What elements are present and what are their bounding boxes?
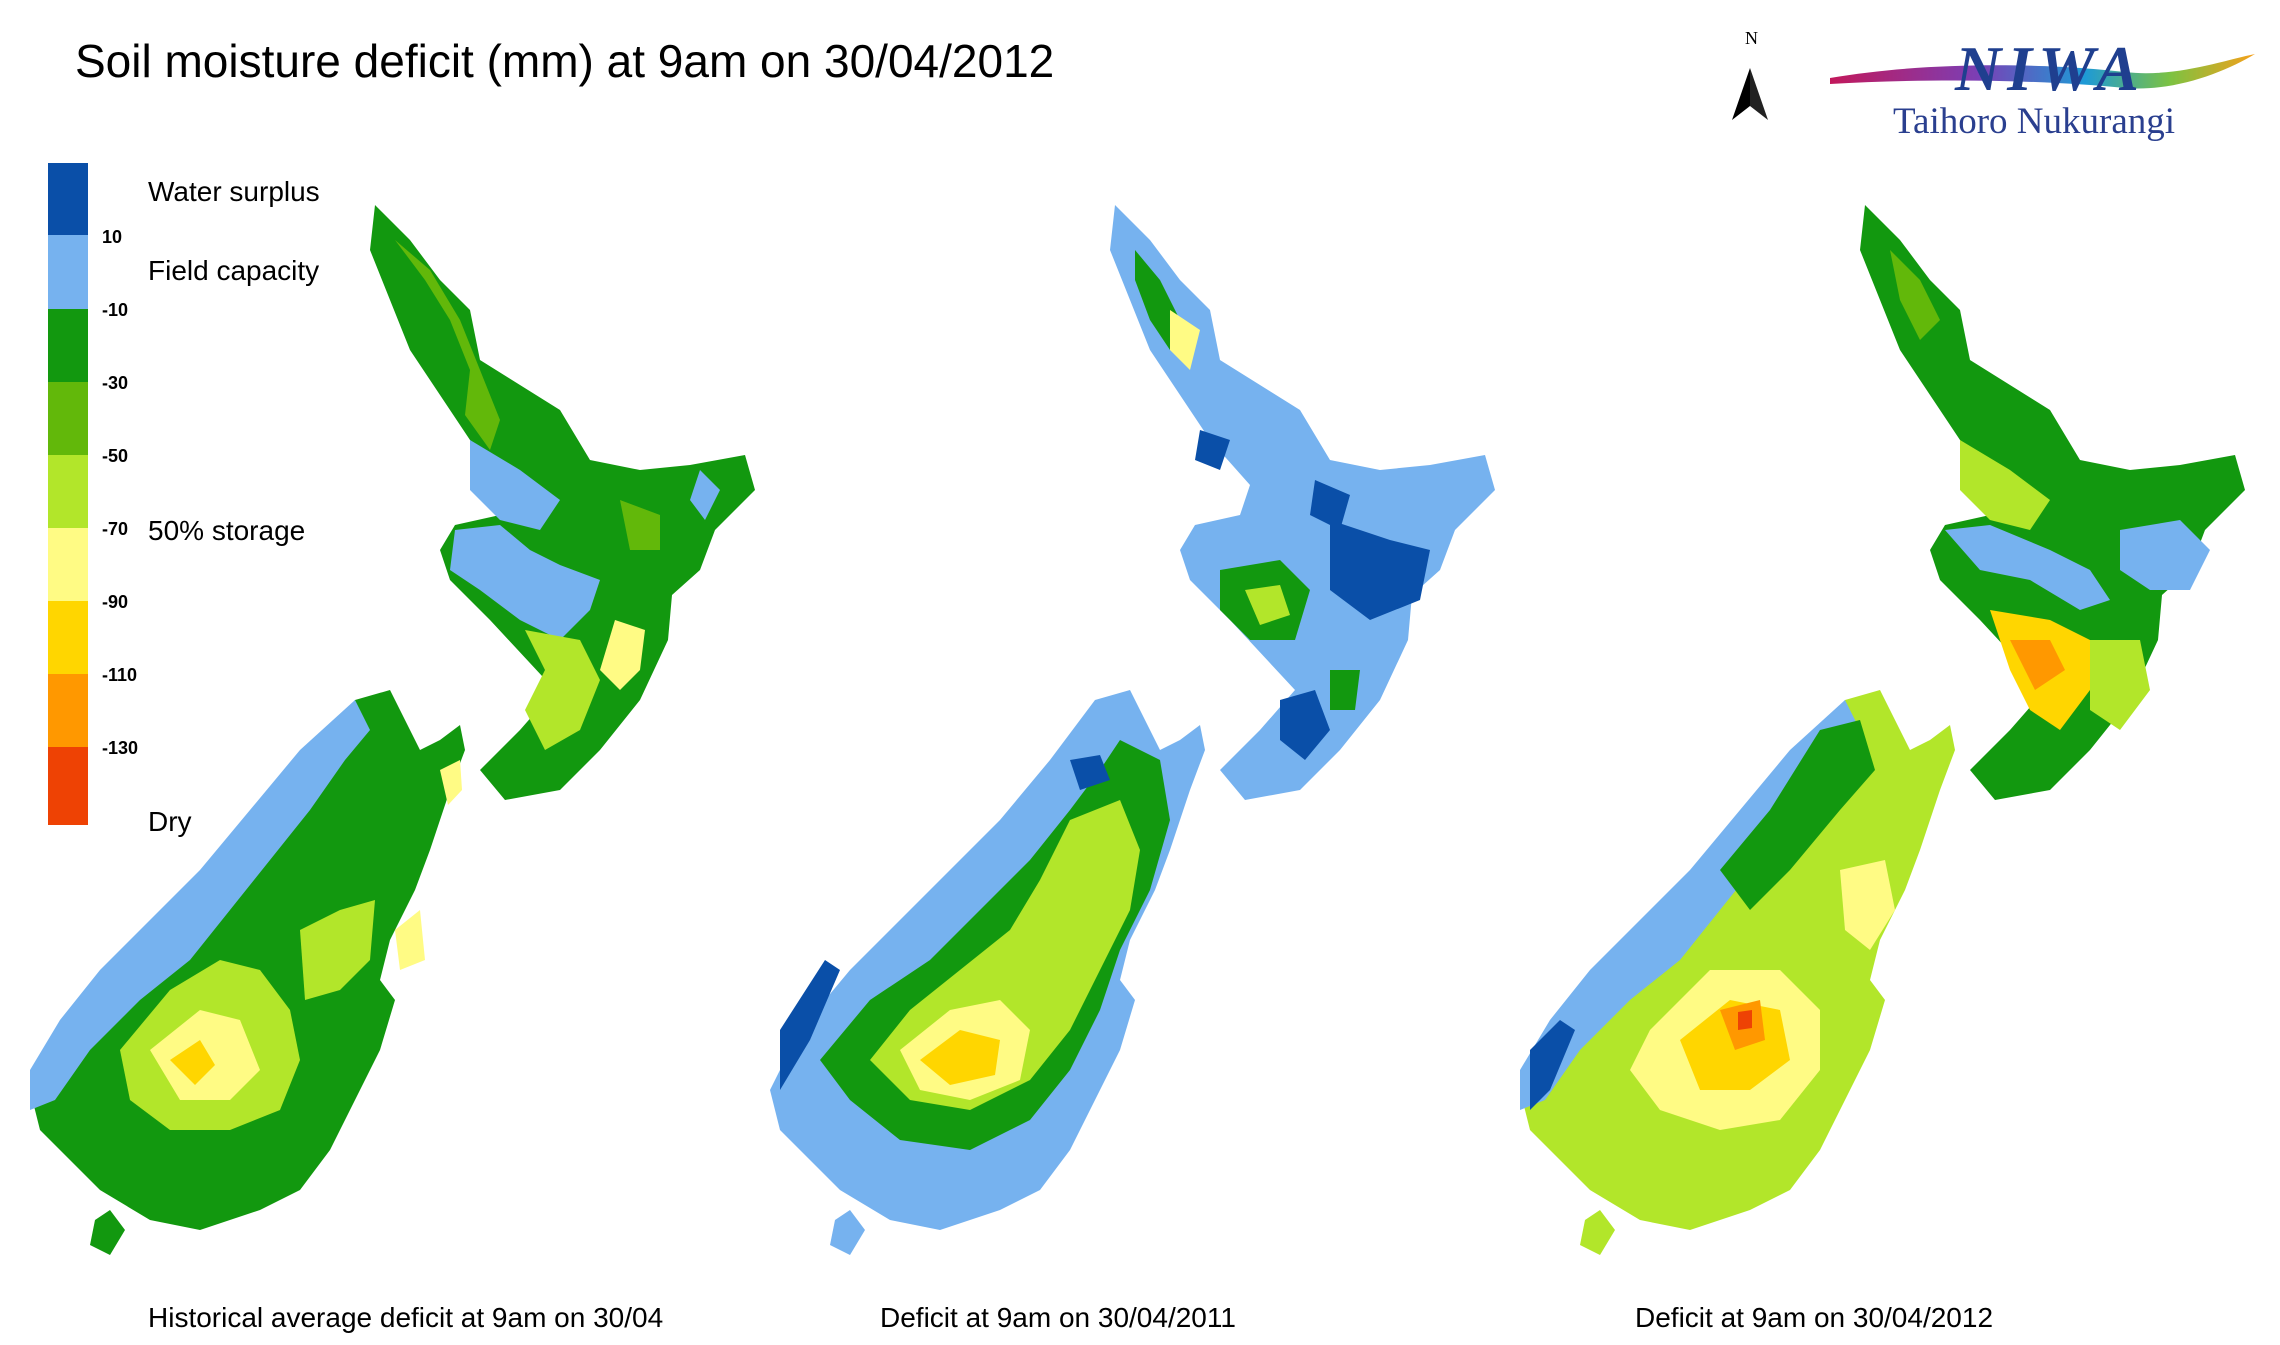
map-historical-average — [30, 205, 755, 1255]
legend-label-water-surplus: Water surplus — [148, 176, 320, 207]
map-title: Soil moisture deficit (mm) at 9am on 30/… — [75, 35, 1055, 87]
legend-tick: -130 — [102, 738, 139, 758]
legend-swatch-surplus — [48, 163, 88, 235]
legend-swatch-m70 — [48, 528, 88, 601]
legend-colorbar — [48, 163, 90, 825]
legend-tick: -90 — [102, 592, 129, 612]
legend-tick: -10 — [102, 300, 129, 320]
logo-subtitle: Taihoro Nukurangi — [1893, 101, 2176, 142]
legend-swatch-m50 — [48, 455, 88, 528]
niwa-logo: NIWA — [1830, 33, 2255, 104]
north-arrow-icon — [1732, 68, 1768, 120]
map-caption-2011: Deficit at 9am on 30/04/2011 — [880, 1302, 1236, 1333]
legend-tick: -70 — [102, 519, 129, 539]
legend-label-field-capacity: Field capacity — [148, 255, 320, 286]
north-island — [1110, 205, 1495, 800]
south-island — [30, 690, 465, 1255]
north-island — [370, 205, 755, 800]
legend-swatch-m110 — [48, 674, 88, 747]
north-label: N — [1745, 28, 1758, 48]
south-island — [770, 690, 1205, 1255]
legend-swatch-m30 — [48, 382, 88, 455]
legend-tick: -50 — [102, 446, 129, 466]
svg-text:NIWA: NIWA — [1954, 33, 2145, 104]
legend-swatch-m90 — [48, 601, 88, 674]
south-island — [1520, 690, 1955, 1255]
legend-label-dry: Dry — [148, 806, 192, 837]
map-caption-historical: Historical average deficit at 9am on 30/… — [148, 1302, 664, 1333]
legend-swatch-m10 — [48, 309, 88, 382]
legend-swatch-dry — [48, 747, 88, 825]
map-caption-2012: Deficit at 9am on 30/04/2012 — [1635, 1302, 1994, 1333]
legend-swatch-10 — [48, 235, 88, 309]
legend-tick: 10 — [102, 227, 123, 247]
legend-tick: -30 — [102, 373, 129, 393]
legend-label-50-storage: 50% storage — [148, 515, 306, 546]
map-deficit-2011 — [770, 205, 1495, 1255]
map-deficit-2012 — [1520, 205, 2245, 1255]
legend-tick: -110 — [102, 665, 138, 685]
north-island — [1860, 205, 2245, 800]
